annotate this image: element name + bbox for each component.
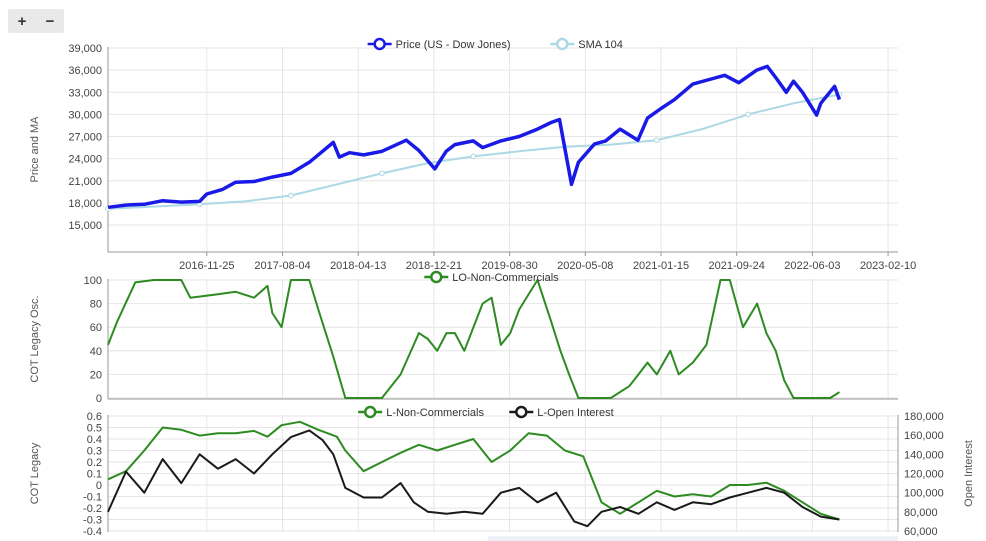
y-tick-label: 33,000	[68, 87, 102, 99]
y-tick-label: 36,000	[68, 65, 102, 77]
y2-tick-label: 160,000	[904, 430, 944, 442]
legacy-y-axis: -0.4-0.3-0.2-0.100.10.20.30.40.50.6	[83, 411, 898, 538]
x-tick-label: 2021-09-24	[709, 260, 765, 272]
y-tick-label: 0.4	[87, 434, 102, 446]
y-tick-label: -0.3	[83, 515, 102, 527]
l-non-commercials-line[interactable]	[107, 420, 840, 521]
x-tick-label: 2017-08-04	[254, 260, 310, 272]
y-tick-label: 24,000	[68, 154, 102, 166]
sma-104-markers	[105, 91, 843, 212]
y-tick-label: -0.4	[83, 526, 102, 538]
legend-label: L-Non-Commercials	[386, 407, 484, 419]
l-open-interest-line[interactable]	[107, 429, 840, 528]
legend-item[interactable]: Price (US - Dow Jones)	[367, 37, 511, 51]
legend-item[interactable]: L-Non-Commercials	[358, 405, 484, 419]
legend-label: SMA 104	[578, 39, 623, 51]
price-y-axis: 15,000 18,000 21,000 24,000 27,000 30,000 33,0…	[68, 43, 898, 232]
x-tick-label: 2018-04-13	[330, 260, 386, 272]
y2-tick-label: 140,000	[904, 449, 944, 461]
legend-item[interactable]: L-Open Interest	[509, 405, 614, 419]
price-line[interactable]	[107, 64, 842, 210]
legend-label: LO-Non-Commercials	[452, 272, 559, 284]
range-selector-band[interactable]	[488, 536, 898, 541]
sma-point	[288, 192, 294, 199]
y-tick-label: 20	[90, 369, 102, 381]
y-tick-label: 27,000	[68, 132, 102, 144]
y-tick-label: 18,000	[68, 198, 102, 210]
x-tick-label: 2022-06-03	[784, 260, 840, 272]
y-tick-label: 15,000	[68, 220, 102, 232]
zoom-controls: + −	[8, 9, 64, 33]
legend-label: L-Open Interest	[537, 407, 613, 419]
y-tick-label: 0	[96, 393, 102, 405]
y-tick-label: 0.3	[87, 446, 102, 458]
x-tick-label: 2019-08-30	[481, 260, 537, 272]
x-tick-label: 2021-01-15	[633, 260, 689, 272]
y-tick-label: -0.2	[83, 503, 102, 515]
open-interest-y-axis: 60,000 80,000 100,000 120,000 140,000 160,000…	[904, 411, 944, 538]
y-tick-label: 0.2	[87, 457, 102, 469]
x-tick-label: 2020-05-08	[557, 260, 613, 272]
x-tick-labels: 2016-11-25 2017-08-04 2018-04-13 2018-12-21…	[179, 252, 916, 272]
legend-item[interactable]: SMA 104	[550, 37, 623, 51]
lo-non-commercials-line[interactable]	[107, 279, 840, 399]
price-legend: Price (US - Dow Jones) SMA 104	[367, 37, 623, 51]
price-y-axis-title: Price and MA	[29, 116, 41, 183]
open-interest-axis-title: Open Interest	[963, 440, 975, 507]
y-tick-label: 21,000	[68, 176, 102, 188]
y-tick-label: 100	[84, 275, 102, 287]
x-tick-label: 2016-11-25	[179, 260, 234, 272]
sma-point	[653, 137, 660, 143]
osc-y-axis: 0 20 40 60 80 100	[84, 275, 898, 405]
y-tick-label: 30,000	[68, 109, 102, 121]
x-tick-label: 2023-02-10	[860, 260, 916, 272]
y-tick-label: 0.5	[87, 423, 102, 435]
sma-point	[379, 170, 385, 177]
y-tick-label: 40	[90, 346, 102, 358]
x-tick-label: 2018-12-21	[406, 260, 462, 272]
y-tick-label: -0.1	[83, 492, 102, 504]
y2-tick-label: 80,000	[904, 507, 938, 519]
legend-item[interactable]: LO-Non-Commercials	[424, 270, 559, 284]
sma-point	[470, 153, 477, 160]
osc-y-axis-title: COT Legacy Osc.	[29, 295, 41, 382]
y2-tick-label: 180,000	[904, 411, 944, 423]
osc-legend: LO-Non-Commercials	[424, 270, 559, 284]
legacy-legend: L-Non-Commercials L-Open Interest	[358, 405, 614, 419]
y-tick-label: 60	[90, 322, 102, 334]
y2-tick-label: 120,000	[904, 469, 944, 481]
legend-label: Price (US - Dow Jones)	[396, 39, 511, 51]
y2-tick-label: 100,000	[904, 488, 944, 500]
y2-tick-label: 60,000	[904, 526, 938, 538]
y-tick-label: 0	[96, 480, 102, 492]
legacy-y-axis-title: COT Legacy	[29, 442, 41, 504]
y-tick-label: 0.1	[87, 469, 102, 481]
osc-x-grid	[206, 279, 889, 399]
zoom-out-button[interactable]: −	[45, 12, 55, 30]
y-tick-label: 39,000	[68, 43, 102, 55]
sma-point	[745, 111, 751, 118]
y-tick-label: 80	[90, 299, 102, 311]
zoom-in-button[interactable]: +	[17, 12, 27, 30]
y-tick-label: 0.6	[87, 411, 102, 423]
